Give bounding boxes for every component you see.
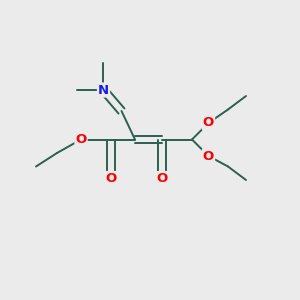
Text: O: O [203, 116, 214, 130]
Text: N: N [98, 83, 109, 97]
Text: O: O [203, 149, 214, 163]
Text: O: O [75, 133, 87, 146]
Text: O: O [156, 172, 168, 185]
Text: O: O [105, 172, 117, 185]
